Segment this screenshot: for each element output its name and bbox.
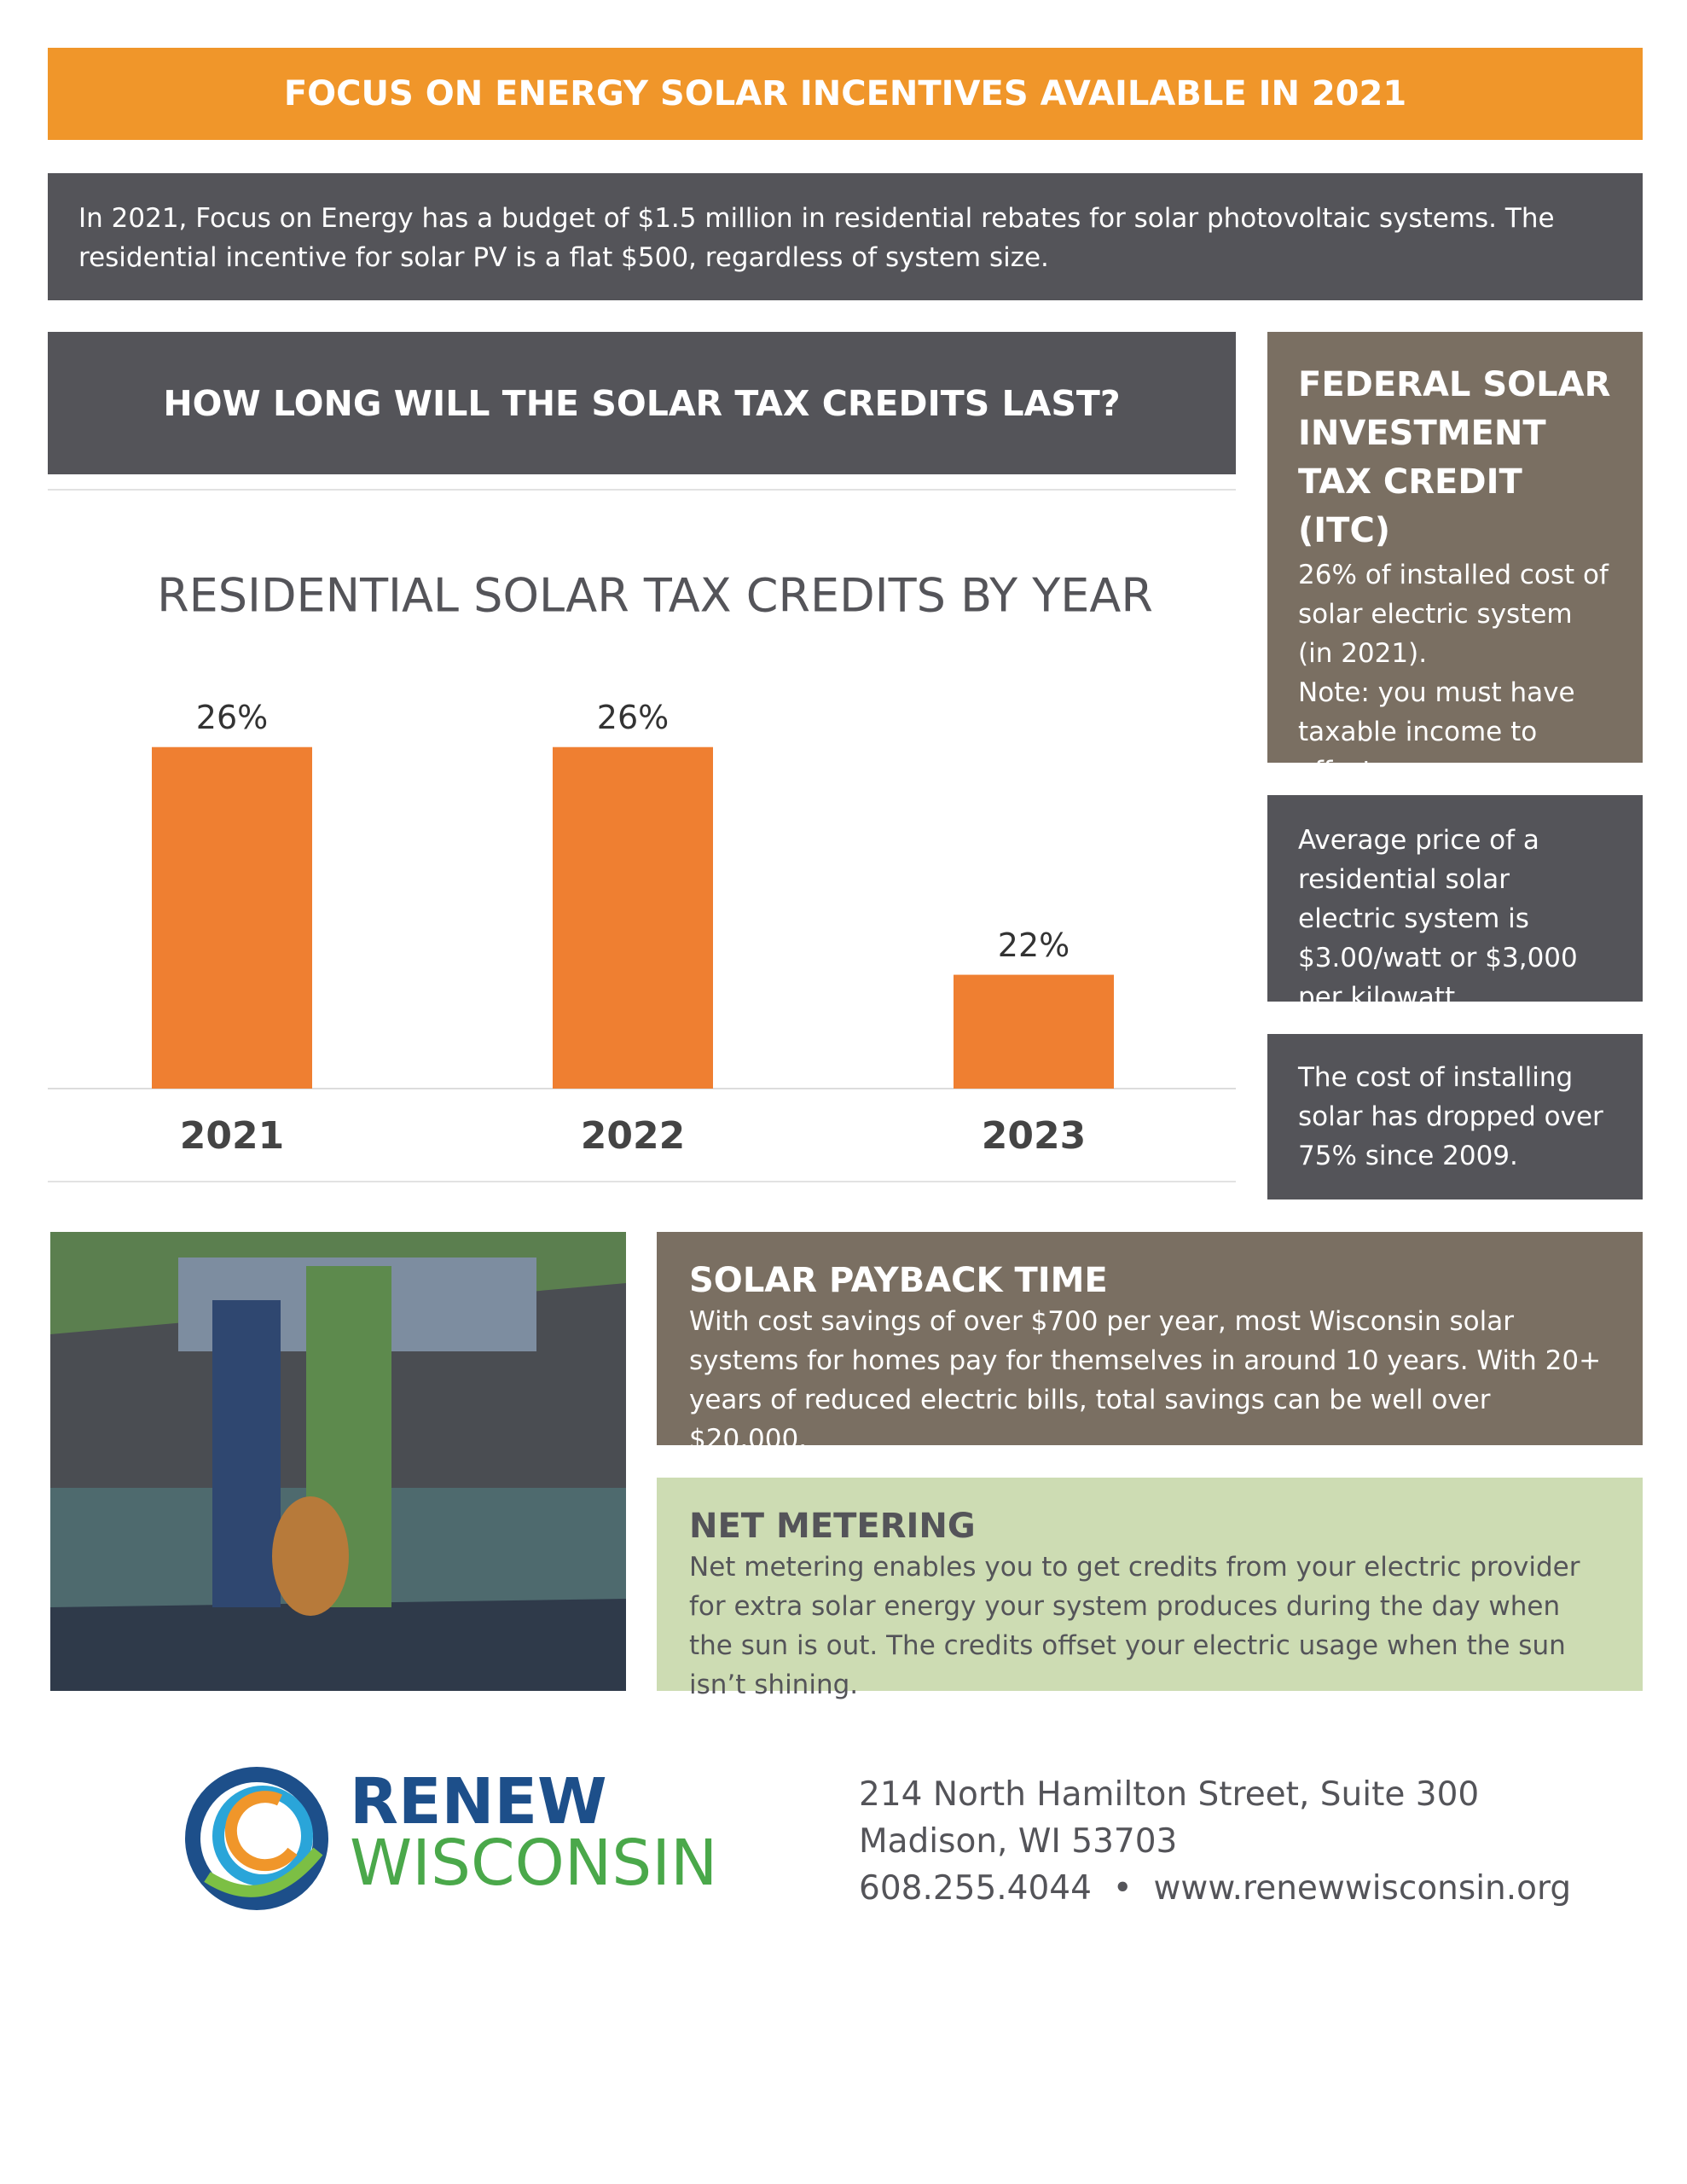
bar xyxy=(954,974,1114,1089)
sidebar-text: The cost of installing solar has dropped… xyxy=(1298,1062,1603,1171)
data-label: 26% xyxy=(597,699,669,736)
website: www.renewwisconsin.org xyxy=(1153,1869,1572,1908)
sidebar-title: FEDERAL SOLAR INVESTMENT TAX CREDIT (ITC… xyxy=(1298,365,1611,550)
sidebar-text: Average price of a residential solar ele… xyxy=(1298,825,1578,1013)
address: 214 North Hamilton Street, Suite 300 Mad… xyxy=(859,1771,1571,1912)
bar xyxy=(152,746,312,1089)
address-line: 608.255.4044 • www.renewwisconsin.org xyxy=(859,1865,1571,1912)
x-tick-label: 2023 xyxy=(982,1114,1086,1158)
banner: FOCUS ON ENERGY SOLAR INCENTIVES AVAILAB… xyxy=(48,48,1643,140)
x-tick-label: 2022 xyxy=(581,1114,685,1158)
section-heading-box: HOW LONG WILL THE SOLAR TAX CREDITS LAST… xyxy=(48,332,1236,474)
banner-title: FOCUS ON ENERGY SOLAR INCENTIVES AVAILAB… xyxy=(283,74,1407,113)
address-line: Madison, WI 53703 xyxy=(859,1822,1178,1861)
sidebar-note: Note: you must have taxable income to of… xyxy=(1298,677,1575,787)
payback-title: SOLAR PAYBACK TIME xyxy=(689,1261,1108,1300)
logo-mark xyxy=(185,1767,328,1910)
data-label: 22% xyxy=(998,926,1070,964)
logo-line: RENEW xyxy=(350,1765,607,1838)
net-metering-text: Net metering enables you to get credits … xyxy=(689,1552,1580,1700)
intro-box: In 2021, Focus on Energy has a budget of… xyxy=(48,173,1643,300)
photo xyxy=(50,1232,626,1691)
sidebar-text: 26% of installed cost of solar electric … xyxy=(1298,560,1609,669)
chart-title: RESIDENTIAL SOLAR TAX CREDITS BY YEAR xyxy=(157,569,1153,623)
sidebar-box: FEDERAL SOLAR INVESTMENT TAX CREDIT (ITC… xyxy=(1267,332,1643,787)
net-metering-title: NET METERING xyxy=(689,1507,976,1546)
phone: 608.255.4044 xyxy=(859,1869,1092,1908)
bar xyxy=(553,746,713,1089)
data-label: 26% xyxy=(196,699,268,736)
separator-dot: • xyxy=(1091,1869,1154,1908)
logo-text: RENEW WISCONSIN xyxy=(350,1765,718,1900)
address-line: 214 North Hamilton Street, Suite 300 xyxy=(859,1775,1480,1814)
sidebar-box: The cost of installing solar has dropped… xyxy=(1267,1034,1643,1199)
payback-text: With cost savings of over $700 per year,… xyxy=(689,1306,1602,1455)
x-tick-label: 2021 xyxy=(180,1114,284,1158)
intro-text: In 2021, Focus on Energy has a budget of… xyxy=(78,203,1555,273)
payback-box: SOLAR PAYBACK TIME With cost savings of … xyxy=(657,1232,1643,1455)
net-metering-box: NET METERING Net metering enables you to… xyxy=(657,1478,1643,1700)
sidebar-box: Average price of a residential solar ele… xyxy=(1267,795,1643,1013)
section-heading: HOW LONG WILL THE SOLAR TAX CREDITS LAST… xyxy=(163,382,1121,424)
logo-line: WISCONSIN xyxy=(350,1827,718,1900)
